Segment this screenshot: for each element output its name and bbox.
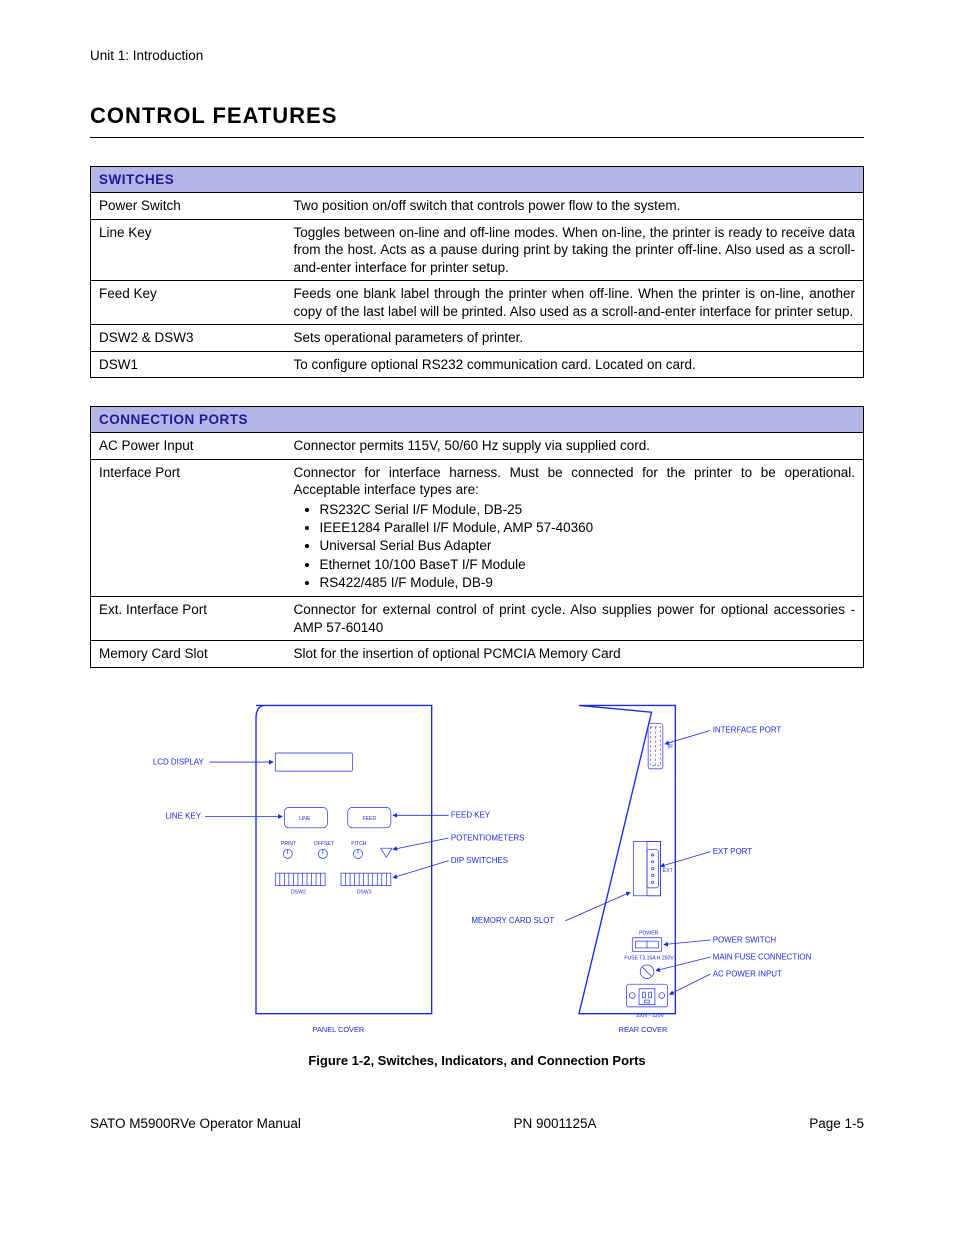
svg-text:POTENTIOMETERS: POTENTIOMETERS — [451, 833, 525, 842]
footer: SATO M5900RVe Operator Manual PN 9001125… — [90, 1116, 864, 1131]
svg-text:PITCH: PITCH — [351, 841, 367, 847]
footer-left: SATO M5900RVe Operator Manual — [90, 1116, 301, 1131]
table-row: Feed KeyFeeds one blank label through th… — [91, 281, 864, 325]
table-row: DSW1To configure optional RS232 communic… — [91, 351, 864, 378]
svg-text:LINE KEY: LINE KEY — [165, 811, 201, 820]
ports-heading: CONNECTION PORTS — [91, 407, 864, 433]
figure-block: LINE FEED PRINT OFFSET PITCH DSW2 DSW3 L… — [90, 696, 864, 1068]
svg-text:EXT: EXT — [663, 868, 673, 874]
table-row: Interface Port Connector for interface h… — [91, 459, 864, 596]
svg-text:REAR COVER: REAR COVER — [619, 1025, 668, 1034]
figure-diagram: LINE FEED PRINT OFFSET PITCH DSW2 DSW3 L… — [137, 696, 817, 1048]
svg-text:POWER: POWER — [639, 930, 659, 936]
svg-text:FEED KEY: FEED KEY — [451, 810, 491, 819]
svg-text:EXT PORT: EXT PORT — [713, 847, 752, 856]
svg-text:MEMORY CARD SLOT: MEMORY CARD SLOT — [471, 916, 554, 925]
svg-text:FUSE T3.15A H 250V: FUSE T3.15A H 250V — [624, 955, 674, 961]
footer-center: PN 9001125A — [514, 1116, 597, 1131]
svg-text:DSW2: DSW2 — [291, 889, 306, 895]
svg-text:100V - 120V: 100V - 120V — [636, 1013, 665, 1019]
switches-table: SWITCHES Power SwitchTwo position on/off… — [90, 166, 864, 378]
table-row: AC Power InputConnector permits 115V, 50… — [91, 433, 864, 460]
svg-text:INTERFACE PORT: INTERFACE PORT — [713, 725, 782, 734]
switches-heading: SWITCHES — [91, 167, 864, 193]
svg-text:LINE: LINE — [299, 816, 311, 822]
page-title: CONTROL FEATURES — [90, 103, 864, 138]
figure-caption: Figure 1-2, Switches, Indicators, and Co… — [90, 1053, 864, 1068]
svg-text:AC POWER INPUT: AC POWER INPUT — [713, 969, 782, 978]
interface-bullets: RS232C Serial I/F Module, DB-25 IEEE1284… — [320, 501, 856, 592]
table-row: Line KeyToggles between on-line and off-… — [91, 219, 864, 281]
svg-text:OFFSET: OFFSET — [314, 841, 334, 847]
ports-table: CONNECTION PORTS AC Power InputConnector… — [90, 406, 864, 667]
svg-text:PRINT: PRINT — [281, 841, 296, 847]
svg-text:I/F: I/F — [667, 744, 673, 750]
table-row: DSW2 & DSW3Sets operational parameters o… — [91, 325, 864, 352]
svg-text:DIP SWITCHES: DIP SWITCHES — [451, 856, 508, 865]
table-row: Ext. Interface PortConnector for externa… — [91, 597, 864, 641]
svg-text:PANEL COVER: PANEL COVER — [313, 1025, 365, 1034]
table-row: Power SwitchTwo position on/off switch t… — [91, 193, 864, 220]
header-unit: Unit 1: Introduction — [90, 48, 864, 63]
svg-text:FEED: FEED — [363, 816, 377, 822]
footer-right: Page 1-5 — [809, 1116, 864, 1131]
svg-text:LCD DISPLAY: LCD DISPLAY — [153, 757, 205, 766]
svg-text:MAIN FUSE CONNECTION: MAIN FUSE CONNECTION — [713, 952, 812, 961]
table-row: Memory Card SlotSlot for the insertion o… — [91, 641, 864, 668]
svg-text:POWER SWITCH: POWER SWITCH — [713, 935, 777, 944]
svg-text:DSW3: DSW3 — [357, 889, 372, 895]
